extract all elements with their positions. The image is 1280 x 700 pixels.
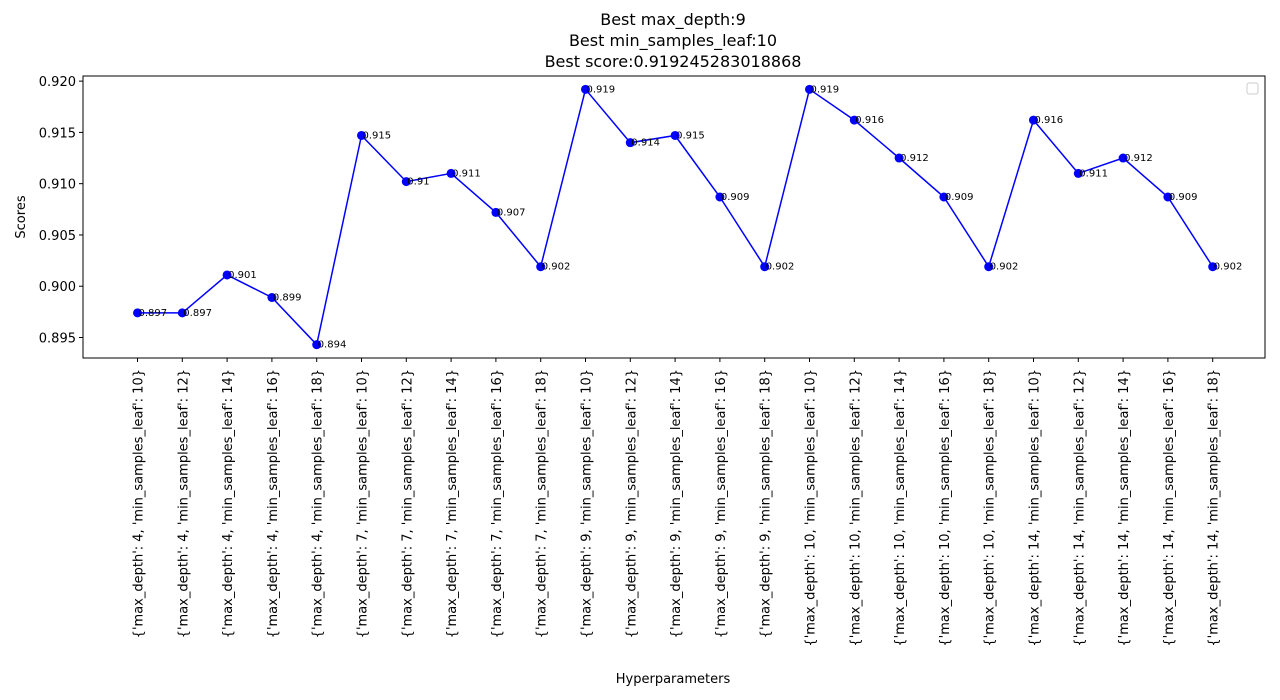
- data-point: [1118, 153, 1128, 163]
- data-point: [939, 192, 949, 202]
- x-tick-label: {'max_depth': 7, 'min_samples_leaf': 16}: [490, 369, 505, 638]
- y-tick-label: 0.900: [39, 280, 76, 295]
- plot-area-frame: [82, 75, 1266, 359]
- x-tick-label: {'max_depth': 14, 'min_samples_leaf': 14…: [1117, 369, 1132, 647]
- data-point: [312, 340, 322, 350]
- x-tick-label: {'max_depth': 10, 'min_samples_leaf': 10…: [804, 369, 819, 647]
- data-label: 0.899: [273, 292, 302, 303]
- data-point: [177, 308, 187, 318]
- data-label: 0.915: [363, 130, 392, 141]
- x-tick-label: {'max_depth': 7, 'min_samples_leaf': 18}: [535, 369, 550, 638]
- chart-title: Best max_depth:9 Best min_samples_leaf:1…: [545, 10, 802, 71]
- data-point: [581, 84, 590, 94]
- data-point: [267, 292, 277, 302]
- x-tick-label: {'max_depth': 10, 'min_samples_leaf': 16…: [938, 369, 953, 647]
- data-point: [133, 308, 142, 318]
- series-markers: [133, 84, 1218, 350]
- x-tick-label: {'max_depth': 4, 'min_samples_leaf': 16}: [266, 369, 281, 638]
- data-label: 0.911: [452, 168, 481, 179]
- data-label: 0.894: [318, 340, 347, 351]
- x-tick-label: {'max_depth': 14, 'min_samples_leaf': 12…: [1072, 369, 1087, 647]
- x-tick-label: {'max_depth': 14, 'min_samples_leaf': 16…: [1162, 369, 1177, 647]
- data-point: [715, 192, 725, 202]
- x-tick-label: {'max_depth': 4, 'min_samples_leaf': 18}: [311, 369, 326, 638]
- data-labels: 0.897 0.897 0.901 0.899 0.894 0.915 0.91 0.911 0…: [139, 84, 1243, 350]
- data-label: 0.915: [676, 130, 705, 141]
- data-point: [1029, 115, 1038, 125]
- data-label: 0.902: [990, 262, 1019, 273]
- y-tick-label: 0.895: [39, 331, 76, 346]
- data-point: [625, 138, 635, 148]
- y-tick-label: 0.915: [39, 126, 76, 141]
- data-point: [446, 168, 456, 178]
- data-point: [357, 130, 366, 140]
- y-tick-label: 0.905: [39, 229, 76, 244]
- data-label: 0.916: [855, 115, 884, 126]
- data-point: [805, 84, 814, 94]
- x-axis: {'max_depth': 4, 'min_samples_leaf': 10}…: [132, 358, 1222, 647]
- series-line: [137, 87, 1214, 347]
- data-label: 0.902: [1214, 262, 1243, 273]
- data-point: [670, 130, 680, 140]
- data-point: [222, 270, 232, 280]
- x-tick-label: {'max_depth': 7, 'min_samples_leaf': 10}: [356, 369, 371, 638]
- data-label: 0.91: [407, 177, 429, 188]
- x-tick-label: {'max_depth': 10, 'min_samples_leaf': 12…: [848, 369, 863, 647]
- data-point: [760, 262, 770, 272]
- data-label: 0.912: [900, 153, 929, 164]
- x-tick-label: {'max_depth': 10, 'min_samples_leaf': 18…: [983, 369, 998, 647]
- data-label: 0.902: [766, 262, 795, 273]
- data-label: 0.916: [1035, 115, 1064, 126]
- data-label: 0.902: [542, 262, 571, 273]
- data-label: 0.909: [721, 192, 750, 203]
- data-label: 0.919: [811, 84, 840, 95]
- x-tick-label: {'max_depth': 7, 'min_samples_leaf': 14}: [445, 369, 460, 638]
- data-label: 0.909: [1169, 192, 1198, 203]
- data-point: [401, 177, 411, 187]
- y-axis-label: Scores: [14, 195, 29, 238]
- y-tick-label: 0.910: [39, 178, 76, 193]
- data-label: 0.914: [631, 138, 660, 149]
- x-tick-label: {'max_depth': 4, 'min_samples_leaf': 12}: [176, 369, 191, 638]
- y-tick-label: 0.920: [39, 75, 76, 90]
- legend-box: [1246, 82, 1259, 95]
- data-point: [1163, 192, 1173, 202]
- title-line-3: Best score:0.919245283018868: [545, 52, 802, 71]
- x-tick-label: {'max_depth': 10, 'min_samples_leaf': 14…: [893, 369, 908, 647]
- data-point: [491, 207, 501, 217]
- x-tick-label: {'max_depth': 4, 'min_samples_leaf': 10}: [132, 369, 147, 638]
- data-label: 0.901: [228, 270, 257, 281]
- x-tick-label: {'max_depth': 4, 'min_samples_leaf': 14}: [221, 369, 236, 638]
- x-tick-label: {'max_depth': 14, 'min_samples_leaf': 10…: [1028, 369, 1043, 647]
- x-tick-label: {'max_depth': 9, 'min_samples_leaf': 16}: [714, 369, 729, 638]
- x-tick-label: {'max_depth': 9, 'min_samples_leaf': 12}: [624, 369, 639, 638]
- data-label: 0.909: [945, 192, 974, 203]
- x-axis-label: Hyperparameters: [616, 672, 731, 687]
- x-tick-label: {'max_depth': 9, 'min_samples_leaf': 14}: [669, 369, 684, 638]
- x-tick-label: {'max_depth': 9, 'min_samples_leaf': 18}: [759, 369, 774, 638]
- x-tick-label: {'max_depth': 9, 'min_samples_leaf': 10}: [580, 369, 595, 638]
- data-point: [1073, 168, 1083, 178]
- data-label: 0.919: [587, 84, 616, 95]
- data-point: [849, 115, 859, 125]
- data-point: [894, 153, 904, 163]
- y-axis: 0.895 0.900 0.905 0.910 0.915 0.920: [39, 75, 83, 346]
- data-point: [536, 262, 546, 272]
- data-label: 0.907: [497, 207, 526, 218]
- title-line-1: Best max_depth:9: [600, 10, 746, 30]
- data-point: [1208, 262, 1218, 272]
- x-tick-label: {'max_depth': 7, 'min_samples_leaf': 12}: [400, 369, 415, 638]
- title-line-2: Best min_samples_leaf:10: [569, 31, 777, 51]
- data-label: 0.897: [139, 308, 168, 319]
- data-point: [984, 262, 994, 272]
- data-label: 0.911: [1079, 168, 1108, 179]
- data-label: 0.897: [183, 308, 212, 319]
- data-label: 0.912: [1124, 153, 1153, 164]
- x-tick-label: {'max_depth': 14, 'min_samples_leaf': 18…: [1207, 369, 1222, 647]
